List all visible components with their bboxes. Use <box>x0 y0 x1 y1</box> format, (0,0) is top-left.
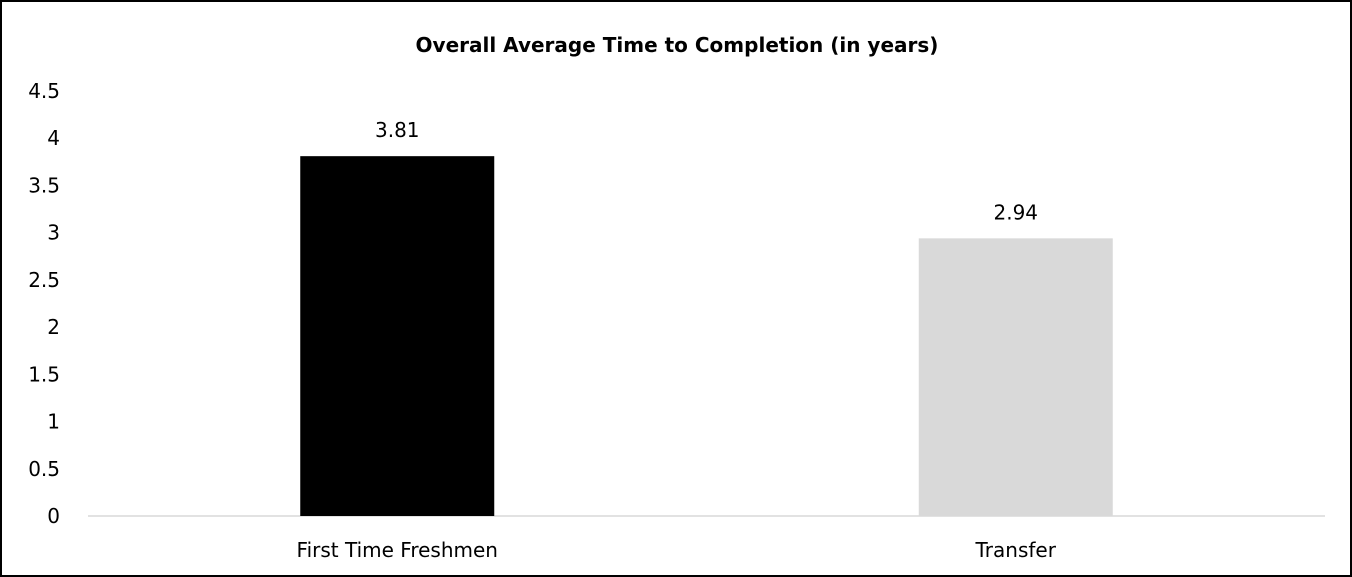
x-axis-tick-labels: First Time Freshmen Transfer <box>297 538 1057 562</box>
y-tick-label: 1 <box>47 410 60 434</box>
data-labels: 3.81 2.94 <box>375 118 1038 224</box>
y-tick-label: 3.5 <box>28 173 60 197</box>
y-tick-label: 3 <box>47 221 60 245</box>
y-tick-label: 0.5 <box>28 457 60 481</box>
data-label: 3.81 <box>375 118 420 142</box>
x-tick-label: Transfer <box>975 538 1057 562</box>
bar-first-time-freshmen <box>300 156 495 516</box>
data-label: 2.94 <box>993 200 1038 224</box>
bars <box>300 156 1113 517</box>
chart-title: Overall Average Time to Completion (in y… <box>416 33 939 57</box>
y-axis-tick-labels: 0 0.5 1 1.5 2 2.5 3 3.5 4 4.5 <box>28 79 60 528</box>
y-tick-label: 4 <box>47 126 60 150</box>
y-tick-label: 1.5 <box>28 362 60 386</box>
y-tick-label: 0 <box>47 504 60 528</box>
y-tick-label: 4.5 <box>28 79 60 103</box>
bar-transfer <box>918 238 1113 517</box>
y-tick-label: 2 <box>47 315 60 339</box>
y-tick-label: 2.5 <box>28 268 60 292</box>
x-tick-label: First Time Freshmen <box>297 538 498 562</box>
